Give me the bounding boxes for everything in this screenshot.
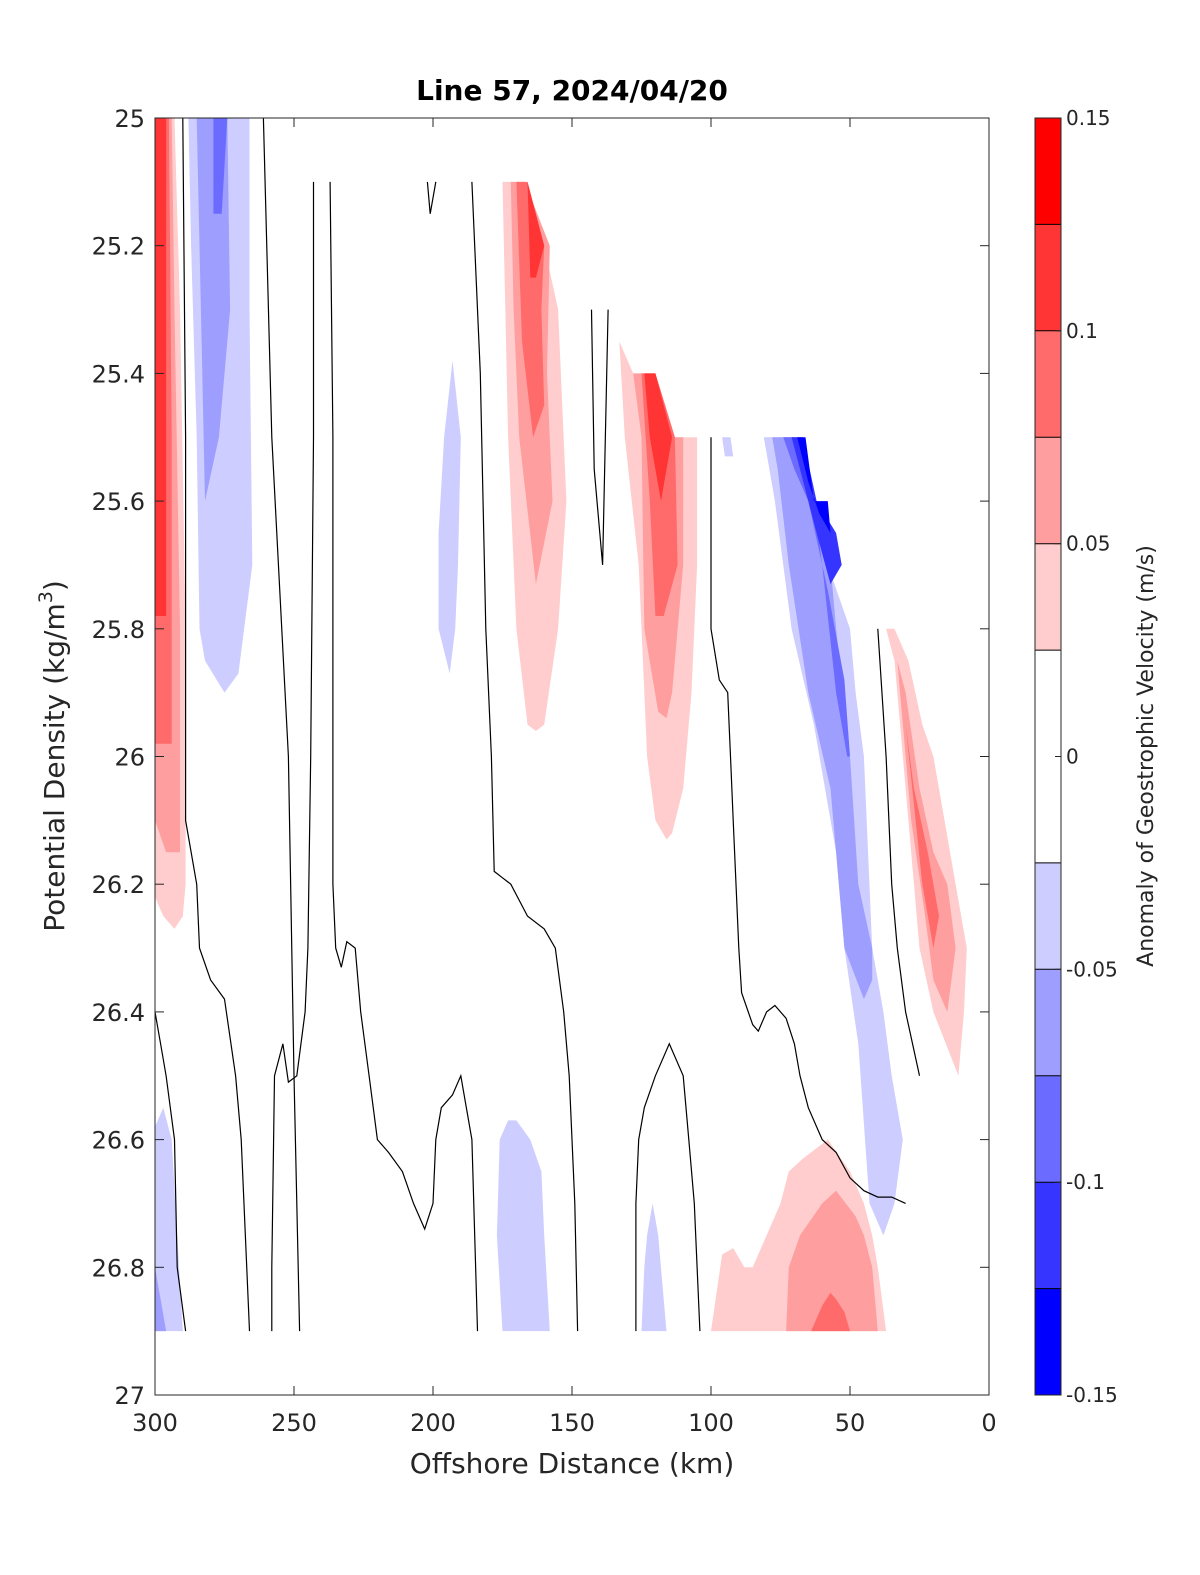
x-tick-label: 100: [688, 1409, 734, 1437]
zero-contour-line-4: [271, 181, 315, 1332]
colorbar-band-4: [1035, 862, 1061, 970]
contour-region-25: [155, 1107, 183, 1332]
contour-region-16: [722, 437, 734, 457]
contour-region-26: [155, 1267, 167, 1332]
contour-region-18: [772, 437, 873, 1000]
colorbar-band-3: [1035, 969, 1061, 1076]
contour-region-31: [811, 1292, 850, 1332]
x-tick-label: 0: [981, 1409, 996, 1437]
contour-region-19: [783, 437, 850, 757]
colorbar-band-10: [1035, 118, 1061, 225]
zero-contour-line-5: [426, 181, 437, 214]
y-tick-label: 25.6: [92, 488, 145, 516]
y-axis: 25 25.2 25.4 25.6 25.8 26 26.2 26.4 26.6 26.8 27: [92, 105, 989, 1410]
zero-contour-line-7: [590, 309, 609, 565]
zero-contour-line-0: [262, 117, 301, 1332]
zero-contour-line-8: [635, 1042, 701, 1332]
zero-contour-line-1: [182, 117, 251, 1332]
x-tick-label: 200: [410, 1409, 456, 1437]
y-tick-label: 26.8: [92, 1254, 145, 1282]
zero-contour-line-3: [329, 181, 479, 1332]
chart-title: Line 57, 2024/04/20: [416, 74, 728, 107]
contour-region-30: [786, 1190, 878, 1332]
y-tick-label: 25: [114, 105, 145, 133]
colorbar-tick-label: -0.05: [1066, 957, 1118, 981]
x-tick-label: 300: [132, 1409, 178, 1437]
colorbar-band-0: [1035, 1288, 1061, 1395]
contour-region-7: [438, 360, 461, 674]
y-tick-label: 25.4: [92, 360, 145, 388]
contour-region-17: [763, 437, 903, 1236]
y-tick-label: 26.6: [92, 1127, 145, 1155]
contour-fill-layer: [155, 118, 967, 1332]
contour-region-21: [797, 437, 831, 533]
colorbar-tick-label: 0.15: [1066, 106, 1111, 130]
zero-contour-layer: [154, 117, 921, 1332]
y-tick-label: 25.2: [92, 233, 145, 261]
colorbar-band-2: [1035, 1075, 1061, 1183]
x-tick-label: 250: [271, 1409, 317, 1437]
y-tick-label: 26.4: [92, 999, 145, 1027]
contour-region-5: [196, 118, 231, 502]
x-axis-label: Offshore Distance (km): [410, 1447, 735, 1480]
contour-region-15: [644, 373, 673, 502]
zero-contour-line-9: [710, 437, 906, 1204]
zero-contour-line-10: [877, 628, 921, 1076]
contour-region-24: [905, 724, 939, 949]
x-tick-label: 50: [835, 1409, 866, 1437]
contour-region-20: [791, 437, 842, 585]
zero-contour-line-2: [154, 1011, 187, 1332]
y-tick-label: 26: [114, 744, 145, 772]
contour-region-28: [641, 1203, 667, 1332]
colorbar-label: Anomaly of Geostrophic Velocity (m/s): [1134, 545, 1159, 967]
contour-region-27: [496, 1120, 550, 1332]
contour-region-3: [155, 118, 167, 616]
colorbar-tick-label: 0.05: [1066, 532, 1111, 556]
colorbar-band-7: [1035, 437, 1061, 544]
colorbar-tick-label: -0.15: [1066, 1383, 1118, 1407]
colorbar-band-6: [1035, 543, 1061, 651]
colorbar-tick-label: 0: [1066, 745, 1079, 769]
x-axis: 300 250 200 150 100 50 0: [132, 118, 997, 1437]
colorbar-tick-label: 0.1: [1066, 319, 1098, 343]
y-tick-label: 26.2: [92, 871, 145, 899]
y-tick-label: 25.8: [92, 616, 145, 644]
y-tick-label: 27: [114, 1382, 145, 1410]
colorbar-band-8: [1035, 330, 1061, 438]
contour-region-23: [897, 660, 956, 1012]
contour-region-11: [527, 181, 545, 278]
colorbar: [1035, 118, 1061, 1395]
colorbar-tick-label: -0.1: [1066, 1170, 1105, 1194]
x-tick-label: 150: [549, 1409, 595, 1437]
colorbar-band-1: [1035, 1182, 1061, 1289]
zero-contour-line-6: [471, 181, 579, 1332]
contour-region-6: [213, 118, 228, 214]
colorbar-ticks: 0.15 0.1 0.05 0 -0.05 -0.1 -0.15: [1055, 106, 1118, 1407]
y-axis-label: Potential Density (kg/m3): [35, 580, 71, 932]
colorbar-band-9: [1035, 224, 1061, 331]
